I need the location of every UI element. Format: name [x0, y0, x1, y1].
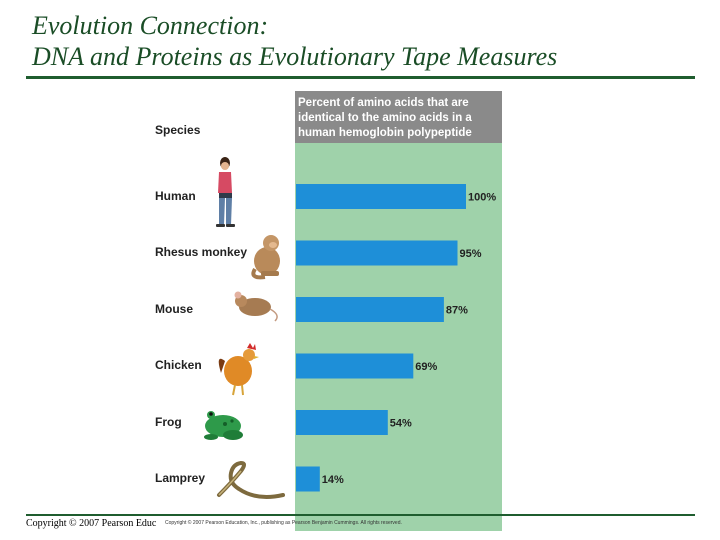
human-icon	[216, 157, 235, 227]
hemoglobin-figure: Species Percent of amino acids that are …	[153, 91, 502, 531]
category-label-human: Human	[155, 189, 196, 203]
bar-frog	[296, 410, 388, 435]
value-label-mouse: 87%	[446, 305, 468, 317]
bars-group: 100% 95% 87% 69% 54% 14%	[296, 184, 496, 492]
title-line-2: DNA and Proteins as Evolutionary Tape Me…	[32, 42, 558, 71]
column-header-species: Species	[155, 123, 201, 137]
value-header-panel	[295, 91, 502, 143]
value-label-rhesus-monkey: 95%	[460, 248, 482, 260]
bar-lamprey	[296, 466, 320, 492]
title-line-1: Evolution Connection:	[32, 11, 269, 40]
chicken-icon	[218, 343, 259, 396]
category-label-rhesus-monkey: Rhesus monkey	[155, 245, 247, 259]
footer-copyright: Copyright © 2007 Pearson Educ	[26, 518, 157, 529]
frog-icon	[204, 411, 243, 440]
value-label-lamprey: 14%	[322, 474, 344, 486]
category-label-frog: Frog	[155, 415, 182, 429]
value-label-human: 100%	[468, 192, 496, 204]
value-header-line-2: identical to the amino acids in a	[298, 112, 472, 124]
value-label-frog: 54%	[390, 418, 412, 430]
value-header-line-3: human hemoglobin polypeptide	[298, 127, 472, 139]
title-rule	[26, 76, 695, 79]
footer-rule	[26, 514, 695, 516]
category-label-mouse: Mouse	[155, 302, 193, 316]
bar-rhesus-monkey	[296, 240, 458, 266]
value-label-chicken: 69%	[415, 361, 437, 373]
value-header-line-1: Percent of amino acids that are	[298, 97, 469, 109]
mouse-icon	[234, 291, 278, 322]
lamprey-icon	[217, 460, 285, 499]
slide-title: Evolution Connection: DNA and Proteins a…	[32, 10, 692, 72]
bar-human	[296, 184, 466, 209]
chart-svg: Species Percent of amino acids that are …	[153, 91, 502, 531]
monkey-icon	[251, 235, 280, 280]
bar-mouse	[296, 297, 444, 322]
bar-chicken	[296, 353, 414, 379]
figure-credit: Copyright © 2007 Pearson Education, Inc.…	[165, 520, 402, 526]
category-label-lamprey: Lamprey	[155, 471, 205, 485]
category-labels: Human Rhesus monkey Mouse Chicken Frog L…	[155, 189, 247, 485]
category-label-chicken: Chicken	[155, 358, 202, 372]
